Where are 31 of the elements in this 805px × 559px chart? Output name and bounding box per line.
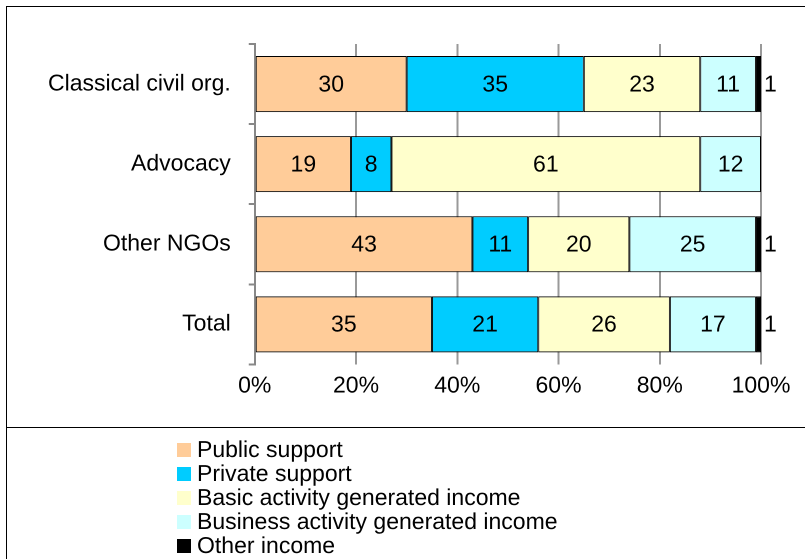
data-label: 20 (566, 230, 592, 257)
data-label: 1 (764, 70, 777, 96)
data-label: 25 (680, 230, 706, 257)
data-label: 30 (318, 70, 344, 96)
data-label: 1 (764, 230, 777, 257)
data-label: 23 (629, 70, 655, 96)
data-label: 61 (533, 150, 559, 176)
legend-label: Public support (197, 436, 343, 462)
data-label: 11 (716, 70, 740, 96)
data-label: 35 (331, 310, 357, 337)
data-label: 35 (482, 70, 508, 96)
data-label: 12 (718, 150, 744, 176)
data-label: 11 (488, 230, 512, 257)
data-label: 21 (472, 310, 498, 337)
data-label: 17 (700, 310, 726, 337)
x-tick-label: 20% (332, 372, 380, 398)
data-label: 26 (591, 310, 617, 337)
x-tick-label: 60% (535, 372, 582, 398)
data-label: 1 (764, 310, 777, 337)
x-tick-label: 40% (434, 372, 480, 398)
y-tick-label: Total (182, 310, 231, 336)
x-tick-label: 0% (238, 372, 272, 398)
y-tick-label: Other NGOs (102, 230, 231, 256)
y-tick-label: Classical civil org. (48, 69, 231, 96)
y-tick-label: Advocacy (131, 149, 232, 176)
data-label: 19 (290, 150, 316, 176)
legend-label: Other income (197, 532, 336, 558)
x-tick-label: 100% (732, 372, 790, 398)
data-label: 8 (364, 150, 378, 176)
x-tick-label: 80% (636, 372, 683, 398)
data-label: 43 (351, 230, 377, 257)
